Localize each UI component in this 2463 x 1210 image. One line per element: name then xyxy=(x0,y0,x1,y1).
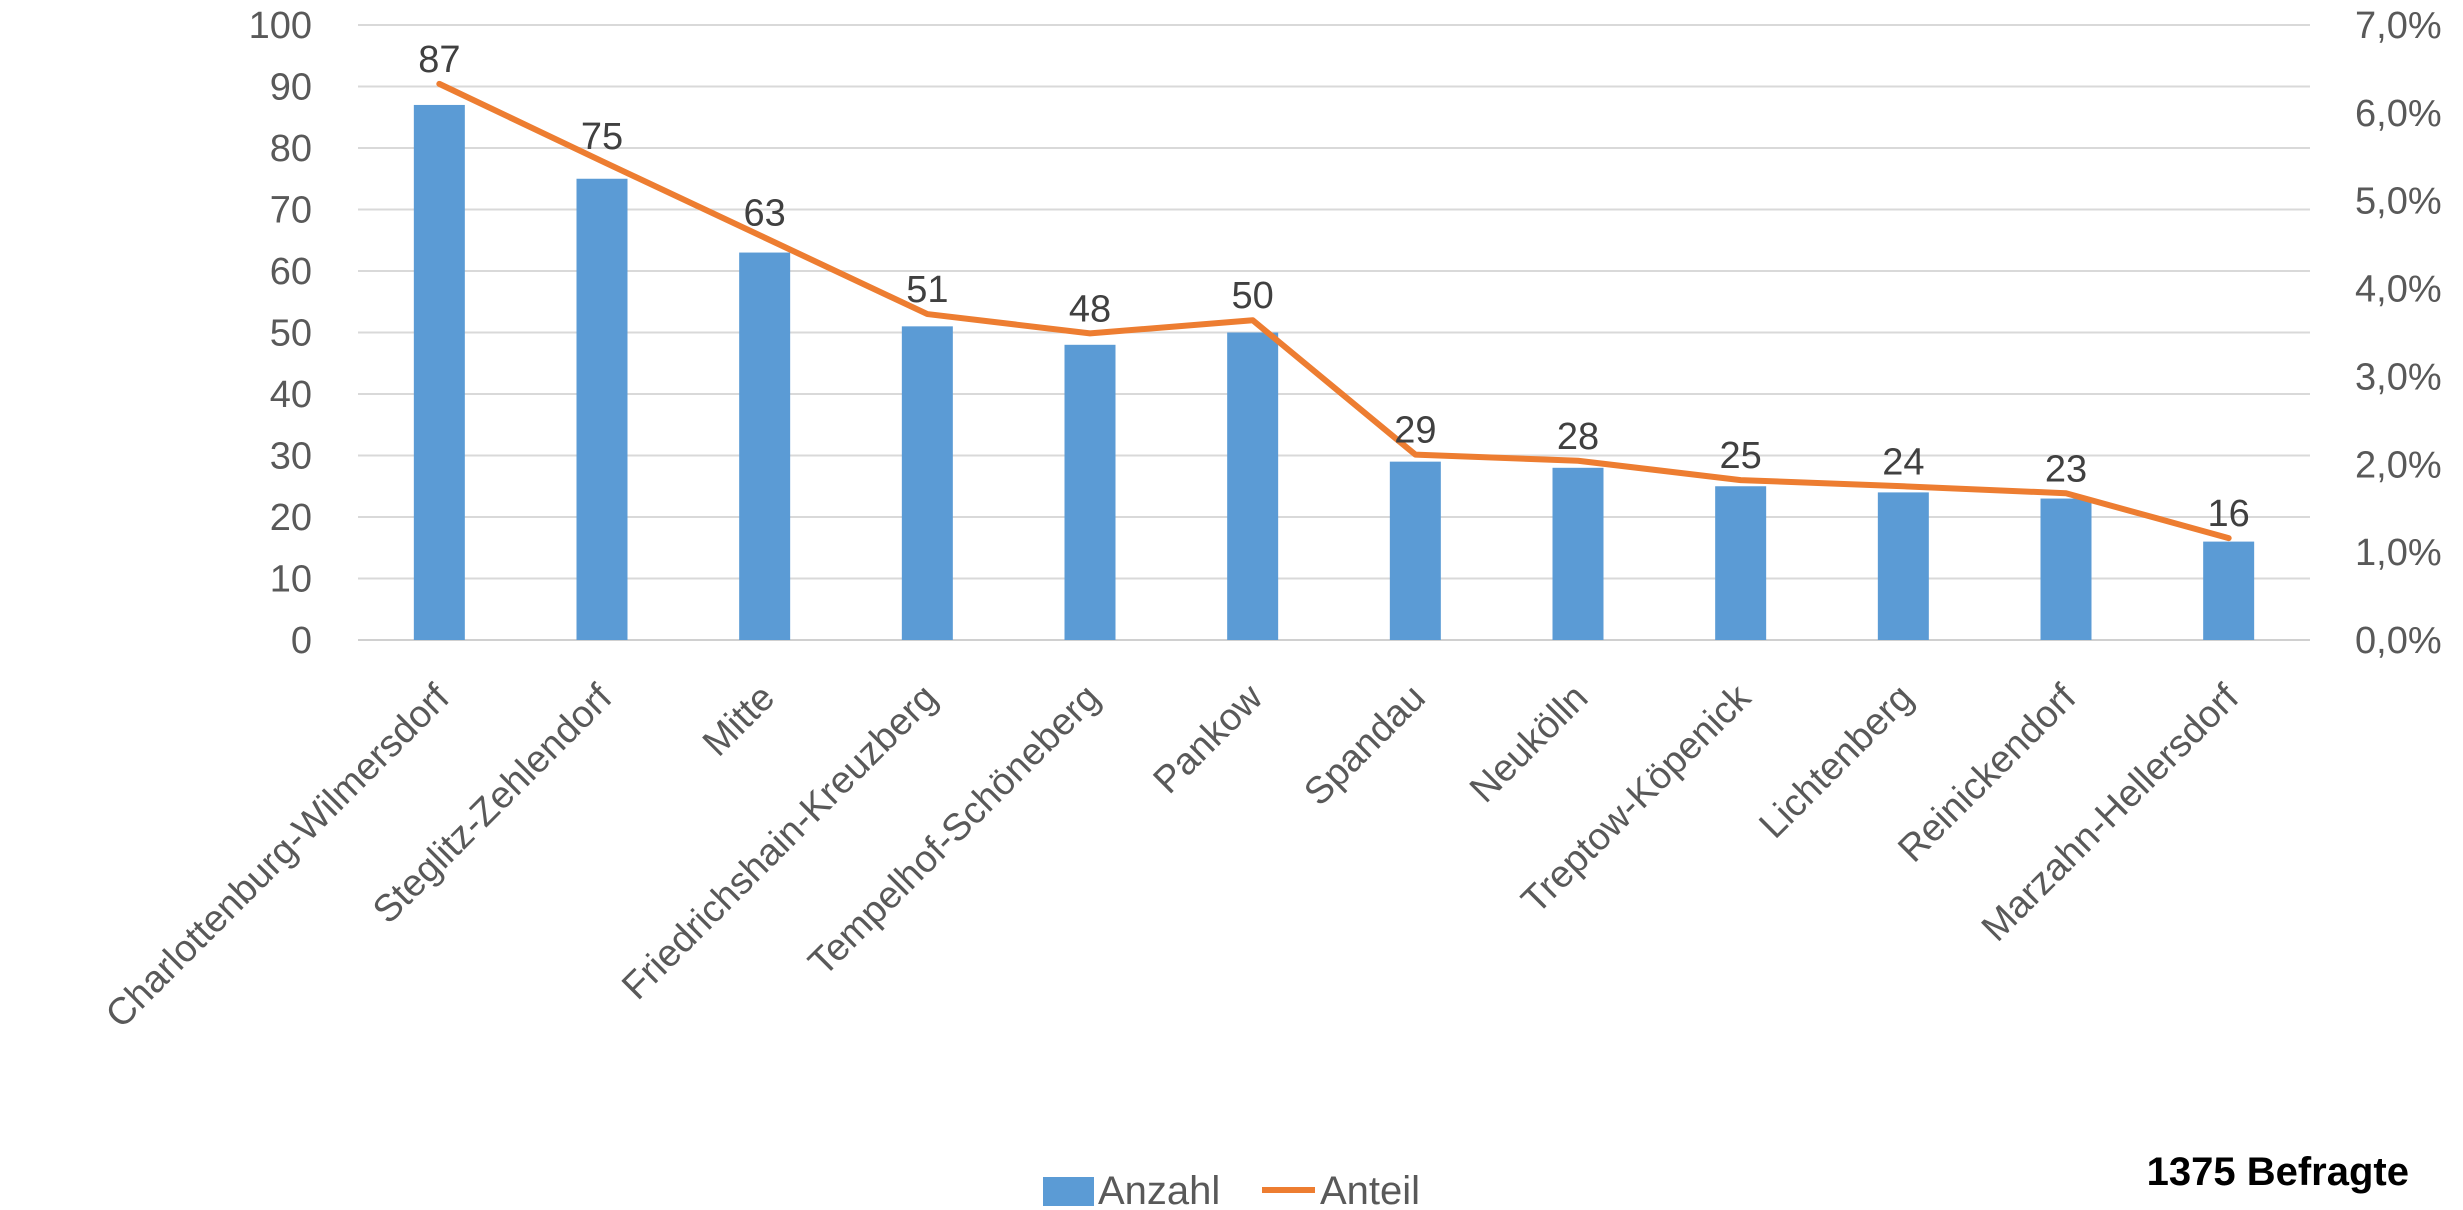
data-label: 29 xyxy=(1394,410,1436,452)
bar xyxy=(576,178,628,640)
y-left-tick-label: 0 xyxy=(291,620,312,662)
y-left-tick-label: 20 xyxy=(270,497,312,539)
line-anteil xyxy=(436,80,2232,542)
data-label: 23 xyxy=(2045,448,2087,490)
y-right-tick-label: 4,0% xyxy=(2355,269,2442,311)
x-category-label: Mitte xyxy=(695,677,783,765)
bar xyxy=(1877,492,1929,640)
data-label: 48 xyxy=(1069,288,1111,330)
data-label: 51 xyxy=(906,269,948,311)
bar xyxy=(2203,541,2255,640)
x-category-label: Pankow xyxy=(1146,676,1272,802)
x-category-label: Lichtenberg xyxy=(1752,677,1922,847)
y-left-tick-label: 80 xyxy=(270,128,312,170)
x-category-label: Spandau xyxy=(1296,677,1433,814)
y-right-tick-label: 1,0% xyxy=(2355,532,2442,574)
bar xyxy=(901,326,953,640)
data-label: 87 xyxy=(418,39,460,81)
y-left-tick-label: 50 xyxy=(270,313,312,355)
x-category-label: Charlottenburg-Wilmersdorf xyxy=(98,676,458,1036)
y-left-tick-label: 100 xyxy=(249,5,312,47)
data-label: 75 xyxy=(581,116,623,158)
data-label: 63 xyxy=(744,193,786,235)
line-series-anteil xyxy=(436,80,2232,542)
legend-swatch-anzahl xyxy=(1043,1177,1094,1206)
y-right-tick-label: 7,0% xyxy=(2355,5,2442,47)
gridlines xyxy=(358,24,2310,641)
bar-series-anzahl xyxy=(413,104,2255,641)
bar xyxy=(1064,344,1116,640)
bar xyxy=(739,252,791,641)
x-category-label: Friedrichshain-Kreuzberg xyxy=(614,677,945,1008)
y-left-tick-label: 90 xyxy=(270,67,312,109)
bar xyxy=(1552,467,1604,640)
y-left-tick-label: 70 xyxy=(270,190,312,232)
y-axis-right: 0,0% 1,0% 2,0% 3,0% 4,0% 5,0% 6,0% 7,0% xyxy=(2355,5,2442,662)
data-label: 28 xyxy=(1557,416,1599,458)
data-label: 25 xyxy=(1720,435,1762,477)
respondents-note: 1375 Befragte xyxy=(2146,1150,2409,1194)
bar xyxy=(1389,461,1441,640)
y-axis-left: 0 10 20 30 40 50 60 70 80 90 100 xyxy=(249,5,312,662)
data-label: 16 xyxy=(2208,493,2250,535)
legend-label-anteil: Anteil xyxy=(1320,1169,1420,1210)
data-label: 50 xyxy=(1232,275,1274,317)
y-right-tick-label: 2,0% xyxy=(2355,444,2442,486)
legend-label-anzahl: Anzahl xyxy=(1098,1169,1220,1210)
bar xyxy=(1227,332,1279,640)
bar xyxy=(413,104,465,640)
y-left-tick-label: 30 xyxy=(270,436,312,478)
y-left-tick-label: 40 xyxy=(270,374,312,416)
y-left-tick-label: 60 xyxy=(270,251,312,293)
bar xyxy=(1715,486,1767,640)
y-right-tick-label: 3,0% xyxy=(2355,356,2442,398)
x-category-label: Neukölln xyxy=(1462,677,1596,811)
y-right-tick-label: 5,0% xyxy=(2355,181,2442,223)
data-labels: 87 75 63 51 48 50 29 28 25 24 23 16 xyxy=(418,39,2250,535)
y-right-tick-label: 0,0% xyxy=(2355,620,2442,662)
x-axis-categories: Charlottenburg-WilmersdorfSteglitz-Zehle… xyxy=(98,676,2247,1036)
data-label: 24 xyxy=(1882,441,1924,483)
y-left-tick-label: 10 xyxy=(270,559,312,601)
x-category-label: Tempelhof-Schöneberg xyxy=(801,677,1109,985)
bar xyxy=(2040,498,2092,640)
y-right-tick-label: 6,0% xyxy=(2355,93,2442,135)
legend: Anzahl Anteil xyxy=(1043,1169,1420,1210)
